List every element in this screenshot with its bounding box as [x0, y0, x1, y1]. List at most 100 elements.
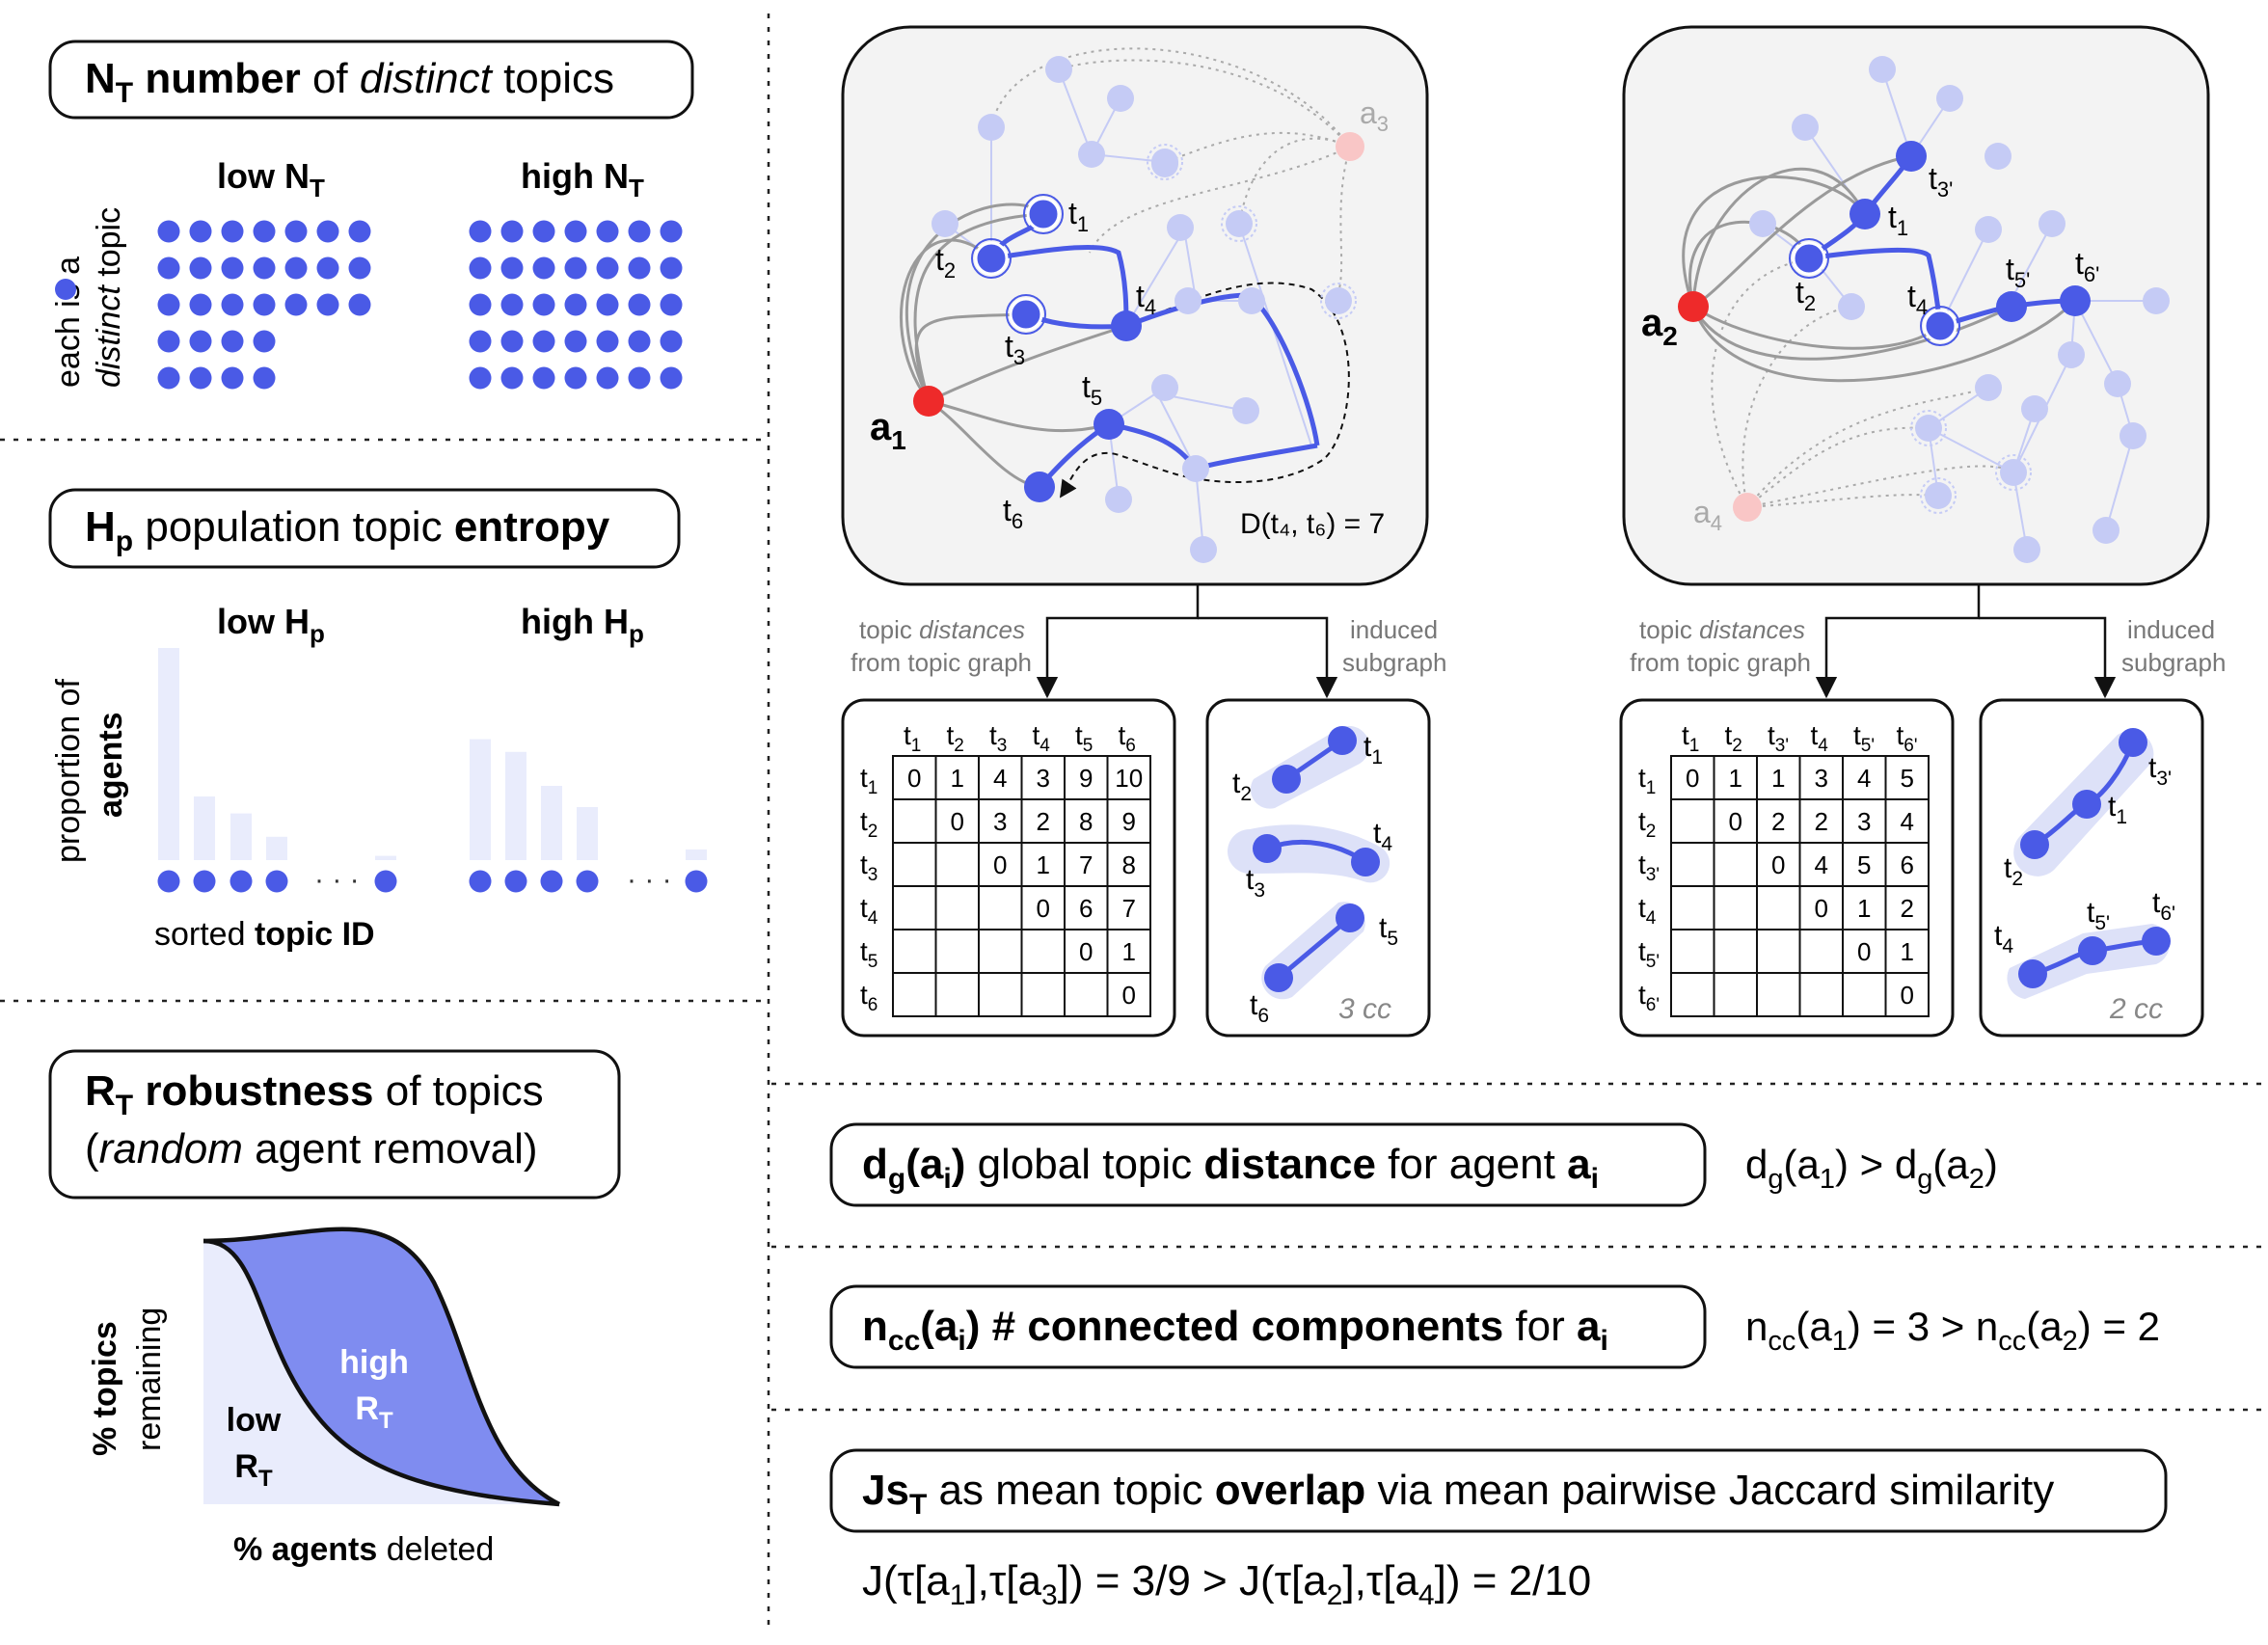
nt-low-dot-grid — [157, 220, 371, 390]
topic-dot — [157, 293, 180, 316]
topic-dot — [500, 293, 524, 316]
matrix-cell: 0 — [1815, 894, 1828, 923]
matrix-row-header: t6 — [860, 980, 878, 1015]
hp-bar — [375, 855, 396, 860]
hp-bar — [266, 836, 287, 860]
matrix-cell: 1 — [1857, 894, 1871, 923]
topic-dot — [348, 293, 371, 316]
topic-dot — [253, 330, 276, 353]
graph-node — [1749, 210, 1776, 237]
graph-node — [1984, 143, 2012, 170]
nt-high-dot-grid — [469, 220, 683, 390]
matrix-cell: 0 — [907, 764, 921, 793]
subgraph2-labels: t3' t1 t2 t4 t5' t6' — [1994, 752, 2175, 957]
matrix-cell: 1 — [1729, 764, 1742, 793]
matrix-cell: 1 — [951, 764, 964, 793]
hp-bar — [541, 786, 562, 860]
topic-dot — [284, 256, 308, 280]
matrix-cell: 0 — [1037, 894, 1050, 923]
graph-node — [2021, 395, 2048, 422]
topic-dot — [316, 256, 339, 280]
topic-dot — [253, 256, 276, 280]
matrix-col-header: t6 — [1119, 720, 1136, 756]
topic-dot — [500, 256, 524, 280]
matrix-cell: 2 — [1037, 807, 1050, 836]
matrix-cell: 1 — [1901, 937, 1914, 966]
matrix-cell: 2 — [1815, 807, 1828, 836]
hp-bar — [686, 849, 707, 860]
dg-inequality: dg(a1) > dg(a2) — [1745, 1142, 1998, 1195]
svg-text:t1: t1 — [1364, 731, 1383, 769]
topic-label: t2 — [1796, 275, 1816, 315]
matrix-cell: 0 — [1857, 937, 1871, 966]
svg-text:each is a: each is a — [50, 256, 87, 388]
matrix-col-header: t3' — [1768, 720, 1789, 756]
rt-low-curve — [202, 1238, 560, 1507]
matrix-cell: 4 — [1815, 850, 1828, 879]
hp-bar — [577, 807, 598, 860]
graph2-agent-a4-label: a4 — [1693, 495, 1722, 535]
svg-text:t4: t4 — [1994, 920, 2013, 957]
graph-node — [1107, 85, 1134, 112]
svg-text:t2: t2 — [1232, 768, 1252, 805]
graph-node — [1105, 486, 1132, 513]
matrix-col-header: t3 — [989, 720, 1007, 756]
matrix-col-header: t2 — [1725, 720, 1742, 756]
topic-dot — [265, 870, 288, 893]
svg-text:subgraph: subgraph — [2121, 648, 2226, 677]
rt-high-label: high — [339, 1344, 409, 1381]
hp-bar — [194, 796, 215, 860]
ncc-row: ncc(ai) # connected components for ai nc… — [829, 1284, 2160, 1369]
js-inequality: J(τ[a1],τ[a3]) = 3/9 > J(τ[a2],τ[a4]) = … — [862, 1557, 1591, 1611]
matrix-col-header: t6' — [1897, 720, 1918, 756]
matrix-cell: 2 — [1771, 807, 1785, 836]
topic-dot — [221, 256, 244, 280]
js-row: JsT as mean topic overlap via mean pairw… — [829, 1448, 2168, 1611]
matrix-cell: 5 — [1901, 764, 1914, 793]
topic-dot — [469, 330, 492, 353]
graph1-distance-label: D(t₄, t₆) = 7 — [1240, 508, 1385, 540]
svg-text:t1: t1 — [2108, 791, 2127, 828]
matrix-col-header: t4 — [1811, 720, 1829, 756]
graph2-agent-a2 — [1678, 291, 1709, 322]
subgraph1-cc-count: 3 cc — [1338, 993, 1391, 1025]
graph-node — [2120, 422, 2146, 449]
hp-high-label: high Hp — [521, 602, 644, 648]
matrix-cell: 0 — [1771, 850, 1785, 879]
topic-dot — [564, 256, 587, 280]
graph-node — [1078, 141, 1105, 168]
matrix-cell: 0 — [951, 807, 964, 836]
hp-low-dots-ellipsis: · · · — [314, 864, 360, 896]
graph-node — [1238, 287, 1265, 314]
topic-dot — [221, 330, 244, 353]
rt-title-line2: (random agent removal) — [85, 1125, 538, 1173]
graph2-node-t6p — [2060, 285, 2091, 316]
graph2-node-t3p — [1896, 141, 1927, 172]
graph-node — [1226, 210, 1253, 237]
nt-title: NT number of distinct topics — [85, 55, 614, 109]
graph-node — [2143, 287, 2170, 314]
topic-dot — [660, 330, 683, 353]
graph1-node-t1 — [1026, 197, 1061, 231]
graph-node — [1936, 85, 1963, 112]
hp-panel: Hp population topic entropy low Hp high … — [48, 488, 708, 953]
matrix-col-header: t2 — [947, 720, 964, 756]
topic-dot — [230, 870, 253, 893]
topic-dot — [628, 256, 651, 280]
topic-dot — [189, 330, 212, 353]
graph-node — [1869, 56, 1896, 83]
graph2-gray-edges — [1682, 154, 2077, 383]
topic-label: t2 — [935, 242, 956, 283]
graph1-node-t6 — [1024, 472, 1055, 502]
topic-dot — [540, 870, 563, 893]
topic-label: t5 — [1082, 369, 1102, 410]
topic-dot — [469, 256, 492, 280]
topic-dot — [221, 220, 244, 243]
graph1-agent-a1 — [913, 386, 944, 417]
graph-node — [978, 114, 1005, 141]
topic-label: t3 — [1005, 329, 1025, 369]
topic-dot — [189, 366, 212, 390]
matrix-row-header: t3 — [860, 849, 878, 885]
